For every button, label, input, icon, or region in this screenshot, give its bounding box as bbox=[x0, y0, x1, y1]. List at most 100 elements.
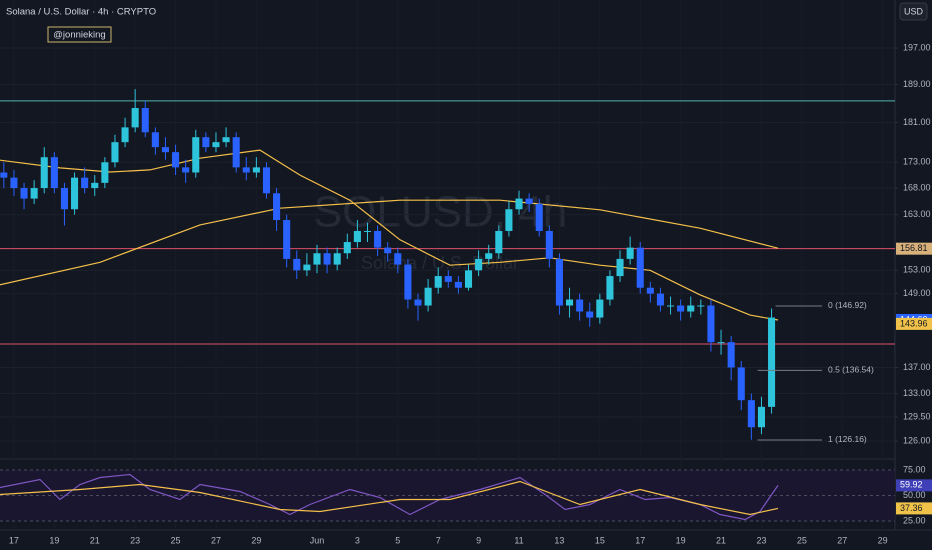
candle-body bbox=[565, 299, 574, 306]
candle-body bbox=[202, 137, 210, 148]
candle-body bbox=[444, 276, 452, 282]
candle-body bbox=[677, 305, 685, 312]
candle-body bbox=[737, 367, 745, 401]
x-tick-label: 13 bbox=[554, 535, 564, 545]
candle-body bbox=[747, 400, 755, 428]
chart-title: Solana / U.S. Dollar · 4h · CRYPTO bbox=[6, 7, 156, 18]
candle-body bbox=[454, 281, 462, 288]
x-tick-label: 7 bbox=[436, 535, 441, 545]
candle-body bbox=[172, 152, 180, 168]
candle-body bbox=[71, 177, 79, 210]
candle-body bbox=[182, 167, 190, 173]
candle-body bbox=[596, 299, 604, 318]
candle-body bbox=[121, 127, 129, 143]
rsi-tick-label: 50.00 bbox=[903, 490, 926, 500]
y-tick-label: 197.00 bbox=[903, 42, 931, 52]
author-box bbox=[47, 26, 112, 43]
candle-body bbox=[303, 264, 311, 271]
candle-body bbox=[545, 230, 553, 259]
candle-body bbox=[616, 258, 624, 277]
candle-body bbox=[363, 230, 372, 232]
x-tick-label: 25 bbox=[797, 535, 807, 545]
candle-body bbox=[151, 132, 159, 148]
candle-body bbox=[141, 108, 149, 133]
candle-body bbox=[40, 157, 48, 189]
y-tick-label: 173.00 bbox=[903, 157, 931, 167]
candle-body bbox=[293, 258, 301, 271]
candle-body bbox=[242, 167, 250, 173]
y-tick-label: 181.00 bbox=[903, 117, 931, 127]
candle-body bbox=[464, 270, 473, 288]
candle-body bbox=[212, 142, 220, 148]
candle-body bbox=[384, 247, 392, 254]
candle-body bbox=[434, 276, 442, 288]
candle-body bbox=[475, 258, 483, 271]
rsi-tick-label: 75.00 bbox=[903, 464, 926, 474]
candle-body bbox=[353, 230, 361, 243]
candle-body bbox=[60, 188, 68, 210]
candle-body bbox=[91, 182, 99, 189]
candle-body bbox=[10, 177, 18, 189]
candle-body bbox=[333, 253, 341, 265]
candle-body bbox=[101, 162, 109, 183]
rsi-tick-label: 25.00 bbox=[903, 515, 926, 525]
y-tick-label: 163.00 bbox=[903, 209, 931, 219]
moving-average bbox=[0, 199, 779, 286]
candle-body bbox=[515, 198, 523, 210]
x-tick-label: 25 bbox=[171, 535, 181, 545]
candle-body bbox=[81, 177, 89, 189]
candle-body bbox=[525, 198, 533, 204]
x-tick-label: 27 bbox=[211, 535, 221, 545]
y-tick-label: 133.00 bbox=[903, 388, 931, 398]
watermark: SOLUSD, 4h bbox=[313, 188, 567, 237]
candle-body bbox=[727, 342, 735, 368]
x-tick-label: 19 bbox=[676, 535, 686, 545]
candle-body bbox=[232, 137, 240, 168]
x-tick-label: 29 bbox=[878, 535, 888, 545]
plot bbox=[0, 89, 895, 522]
candle-body bbox=[374, 230, 382, 248]
x-tick-label: 15 bbox=[595, 535, 605, 545]
candle-body bbox=[313, 253, 321, 265]
candle-body bbox=[394, 253, 402, 265]
x-tick-label: 21 bbox=[716, 535, 726, 545]
candle-body bbox=[262, 167, 271, 194]
rsi-line bbox=[0, 480, 779, 516]
x-tick-label: 9 bbox=[476, 535, 481, 545]
moving-average bbox=[0, 149, 779, 321]
y-tick-label: 126.00 bbox=[903, 435, 931, 445]
currency-button[interactable] bbox=[899, 2, 928, 21]
x-tick-label: 29 bbox=[251, 535, 261, 545]
rsi-marker-label: 59.92 bbox=[900, 480, 923, 490]
candle-body bbox=[252, 167, 260, 173]
y-tick-label: 153.00 bbox=[903, 265, 931, 275]
x-tick-label: 21 bbox=[90, 535, 100, 545]
candle-body bbox=[606, 276, 614, 300]
candle-body bbox=[131, 108, 139, 128]
candle-body bbox=[222, 137, 230, 143]
x-tick-label: 3 bbox=[355, 535, 360, 545]
candle-body bbox=[646, 287, 654, 294]
candle-body bbox=[667, 305, 675, 307]
candle-body bbox=[717, 342, 725, 344]
x-tick-label: 11 bbox=[514, 535, 523, 545]
candle-body bbox=[50, 157, 58, 189]
candle-body bbox=[30, 188, 38, 199]
candle-body bbox=[586, 311, 594, 318]
currency[interactable]: USD bbox=[904, 6, 924, 16]
candle-body bbox=[0, 172, 8, 178]
candle-body bbox=[707, 305, 715, 343]
candle-body bbox=[343, 242, 351, 254]
candle-body bbox=[485, 253, 493, 259]
x-tick-label: 5 bbox=[395, 535, 400, 545]
candle-body bbox=[636, 247, 644, 288]
rsi-marker-box bbox=[896, 502, 932, 515]
candle-body bbox=[768, 317, 776, 407]
x-tick-label: 19 bbox=[49, 535, 59, 545]
x-tick-label: 23 bbox=[130, 535, 140, 545]
candle-body bbox=[697, 305, 705, 307]
candle-body bbox=[555, 258, 563, 306]
candle-body bbox=[111, 142, 119, 163]
candle-body bbox=[192, 137, 200, 173]
